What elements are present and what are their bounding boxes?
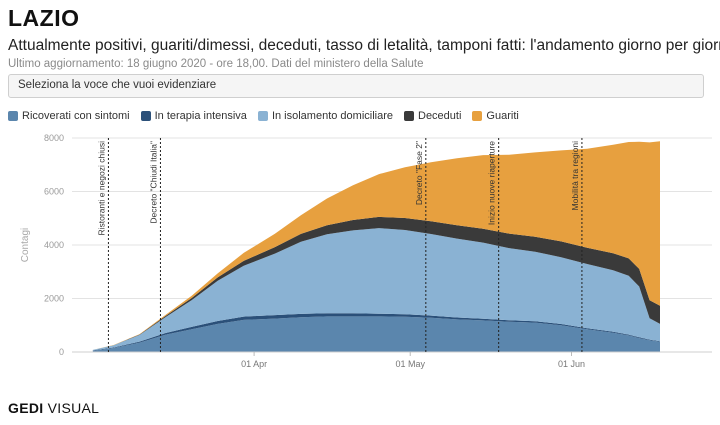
legend-swatch — [140, 111, 151, 121]
last-updated-note: Ultimo aggiornamento: 18 giugno 2020 - o… — [8, 58, 424, 70]
x-tick-label: 01 May — [395, 359, 425, 369]
legend-item-guariti[interactable]: Guariti — [472, 110, 519, 122]
logo-visual-text: VISUAL — [47, 400, 100, 416]
legend-swatch — [257, 111, 268, 121]
area-guariti — [92, 141, 661, 350]
y-tick-label: 4000 — [44, 240, 64, 250]
event-label: Decreto "Chiudi Italia" — [148, 141, 158, 224]
area-ricoverati-con-sintomi — [92, 316, 661, 352]
stacked-area-chart: 0 2000 4000 6000 8000 Contagi 01 Apr 01 May 01 J… — [20, 133, 712, 369]
legend-item-ricoverati-con-sintomi[interactable]: Ricoverati con sintomi — [8, 110, 130, 122]
y-axis-label: Contagi — [20, 228, 31, 262]
x-tick-label: 01 Apr — [241, 359, 267, 369]
legend-label: In terapia intensiva — [154, 110, 247, 122]
legend-item-deceduti[interactable]: Deceduti — [404, 110, 461, 122]
event-label: Ristoranti e negozi chiusi — [96, 141, 106, 236]
legend-label: Deceduti — [418, 110, 462, 122]
legend-item-in-isolamento-domiciliare[interactable]: In isolamento domiciliare — [257, 110, 393, 122]
legend-item-in-terapia-intensiva[interactable]: In terapia intensiva — [140, 110, 247, 122]
gedi-visual-logo: GEDI VISUAL — [8, 400, 99, 416]
event-label: Decreto "Fase 2" — [414, 141, 424, 205]
area-in-isolamento-domiciliare — [92, 228, 661, 351]
page-title: LAZIO — [8, 5, 80, 31]
legend-label: Guariti — [486, 110, 519, 122]
logo-gedi-text: GEDI — [8, 400, 44, 416]
legend-swatch — [472, 111, 483, 121]
legend-label: Ricoverati con sintomi — [22, 110, 130, 122]
legend-label: In isolamento domiciliare — [271, 110, 393, 122]
chart-legend: Ricoverati con sintomi In terapia intensi… — [8, 109, 530, 123]
y-tick-label: 0 — [59, 347, 64, 357]
highlight-series-select[interactable]: Seleziona la voce che vuoi evidenziare — [8, 74, 704, 98]
y-tick-label: 2000 — [44, 294, 64, 304]
x-tick-label: 01 Jun — [558, 359, 585, 369]
y-tick-label: 8000 — [44, 133, 64, 143]
y-tick-label: 6000 — [44, 187, 64, 197]
event-label: Inizio nuove riaperture — [487, 141, 497, 225]
legend-swatch — [404, 111, 414, 121]
chart-subtitle: Attualmente positivi, guariti/dimessi, d… — [8, 37, 720, 54]
legend-swatch — [8, 111, 18, 121]
event-label: Mobilità tra regioni — [570, 141, 580, 211]
